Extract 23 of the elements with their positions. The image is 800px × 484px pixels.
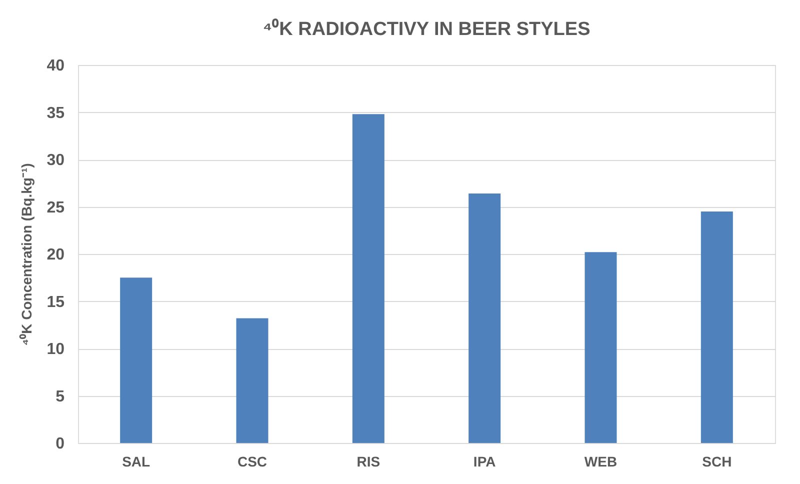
y-tick-label: 35 [46, 104, 65, 122]
bar [700, 211, 733, 443]
y-tick-label: 0 [56, 436, 65, 452]
x-tick-label: SAL [122, 454, 151, 470]
y-tick-label: 25 [46, 199, 65, 216]
bar [352, 114, 384, 443]
y-tick-label: 40 [46, 58, 65, 74]
x-tick-label: SCH [702, 454, 732, 470]
y-tick-label: 30 [46, 152, 65, 169]
x-tick-label: CSC [237, 454, 268, 470]
y-tick-label: 10 [46, 341, 65, 358]
chart-title: ⁴⁰K RADIOACTIVY IN BEER STYLES [262, 18, 590, 40]
y-tick-label: 20 [46, 246, 65, 264]
y-tick-label: 15 [46, 294, 65, 311]
bar [120, 278, 152, 443]
y-tick-label: 5 [56, 388, 65, 406]
y-axis-title: ⁴⁰K Concentration (Bq.kg⁻¹) [18, 163, 35, 346]
x-tick-label: WEB [584, 454, 618, 470]
x-tick-label: RIS [356, 454, 380, 470]
x-tick-label: IPA [473, 454, 496, 470]
bar [468, 194, 501, 443]
bar [584, 252, 617, 443]
bar [236, 318, 268, 443]
